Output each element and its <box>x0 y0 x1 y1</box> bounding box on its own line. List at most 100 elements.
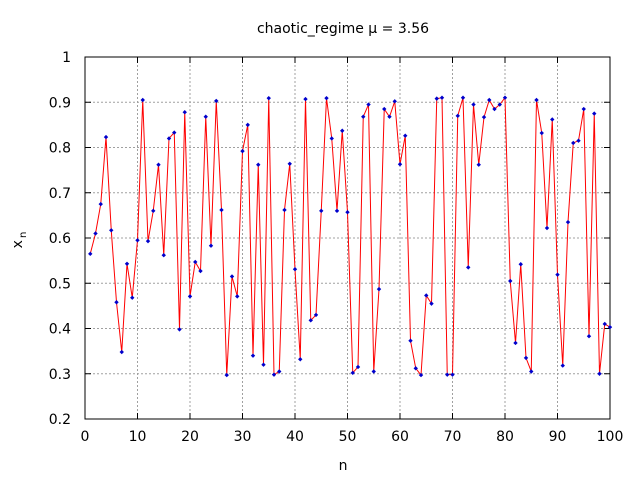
x-tick-label: 60 <box>391 429 409 445</box>
y-tick-label: 0.3 <box>49 367 71 383</box>
data-point <box>497 102 502 107</box>
data-point <box>555 272 560 277</box>
data-point <box>161 252 166 258</box>
data-point <box>508 278 513 284</box>
data-point <box>145 238 151 244</box>
data-point <box>361 114 366 119</box>
data-point <box>298 357 303 362</box>
data-point <box>287 161 292 166</box>
data-point <box>403 133 408 138</box>
y-tick-label: 0.5 <box>49 276 71 292</box>
data-point <box>114 300 119 305</box>
data-point <box>397 162 403 167</box>
data-point <box>282 207 287 213</box>
y-axis-label-subscript: n <box>18 232 29 238</box>
data-point <box>460 95 466 100</box>
data-point <box>350 370 355 376</box>
x-tick-label: 10 <box>129 429 147 445</box>
data-point <box>193 259 198 265</box>
data-point <box>88 251 93 257</box>
data-point <box>487 97 492 103</box>
x-tick-label: 100 <box>597 429 624 445</box>
data-point <box>523 355 529 361</box>
data-point <box>119 349 124 355</box>
data-point <box>340 128 345 133</box>
data-point <box>292 267 298 272</box>
data-point <box>544 225 550 231</box>
chart-title: chaotic_regime μ = 3.56 <box>257 21 429 37</box>
x-tick-label: 90 <box>549 429 567 445</box>
data-point <box>156 162 161 167</box>
y-tick-label: 0.6 <box>49 231 71 247</box>
data-point <box>229 274 235 279</box>
data-point <box>586 333 592 339</box>
x-tick-label: 70 <box>444 429 462 445</box>
data-point <box>250 353 256 358</box>
y-tick-label: 0.2 <box>49 412 71 428</box>
data-point <box>177 327 182 332</box>
data-point <box>408 338 413 343</box>
data-point <box>429 301 434 306</box>
data-point <box>513 340 518 346</box>
data-point <box>466 265 471 270</box>
data-point <box>492 106 497 112</box>
data-point <box>439 95 445 100</box>
data-point <box>219 207 224 213</box>
data-point <box>93 231 98 236</box>
data-point <box>140 97 145 103</box>
data-point <box>424 293 429 298</box>
data-point <box>597 371 602 376</box>
data-point <box>319 208 324 214</box>
data-point <box>135 238 140 243</box>
data-point <box>271 372 277 377</box>
axis-ticks <box>84 56 611 420</box>
data-point <box>471 102 476 107</box>
data-point <box>245 122 250 128</box>
grid <box>85 57 610 419</box>
data-point <box>130 295 135 300</box>
data-point <box>539 130 544 136</box>
data-point <box>240 148 245 154</box>
y-tick-label: 0.4 <box>49 322 71 338</box>
data-point <box>151 208 156 214</box>
y-tick-labels: 0.2 0.3 0.4 0.5 0.6 0.7 0.8 0.9 1 <box>49 50 71 428</box>
data-point <box>124 261 130 266</box>
data-point <box>371 369 376 374</box>
data-point <box>166 136 172 141</box>
x-tick-label: 50 <box>339 429 357 445</box>
data-point <box>476 162 481 167</box>
data-point <box>550 117 555 122</box>
data-point <box>418 372 424 378</box>
y-tick-label: 0.7 <box>49 186 71 202</box>
data-point <box>592 111 597 116</box>
data-point <box>518 262 523 267</box>
data-point <box>313 312 319 318</box>
data-point <box>413 366 418 371</box>
data-point <box>172 130 177 135</box>
y-axis-label-base: x <box>10 240 26 248</box>
x-tick-label: 0 <box>81 429 90 445</box>
data-point <box>382 106 387 112</box>
data-point <box>529 369 534 374</box>
data-point <box>602 321 607 327</box>
data-point <box>256 162 261 167</box>
data-point <box>214 98 219 104</box>
series-point-group <box>88 95 613 378</box>
data-point <box>224 372 229 378</box>
x-tick-label: 80 <box>496 429 514 445</box>
data-point <box>560 363 565 368</box>
data-point <box>329 136 334 141</box>
series-line-group <box>89 96 611 377</box>
data-point <box>261 362 266 367</box>
y-axis-label: xn <box>10 232 29 249</box>
data-point <box>266 95 271 101</box>
y-tick-label: 1 <box>62 50 71 66</box>
series-line <box>89 96 611 377</box>
data-point <box>235 294 240 299</box>
data-point <box>98 201 103 207</box>
data-point <box>376 286 382 292</box>
x-axis-label: n <box>339 458 348 474</box>
data-point <box>187 294 193 299</box>
x-tick-label: 20 <box>181 429 199 445</box>
x-tick-label: 40 <box>286 429 304 445</box>
